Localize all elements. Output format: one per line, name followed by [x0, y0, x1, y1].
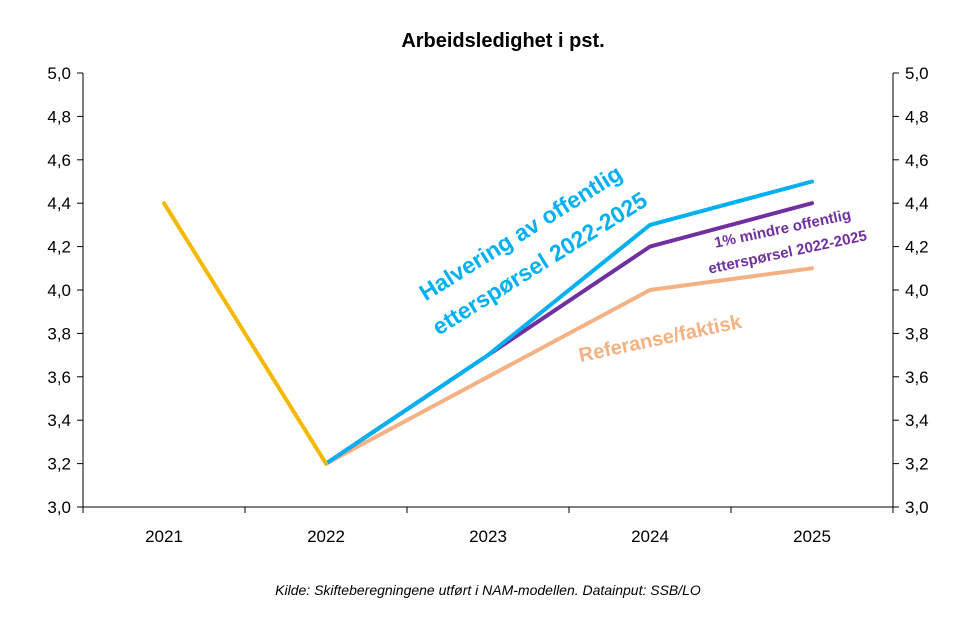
y-tick-label-left: 3,0: [47, 498, 71, 517]
y-tick-label-right: 3,4: [905, 411, 929, 430]
y-tick-label-right: 4,8: [905, 107, 929, 126]
x-tick-label: 2025: [793, 527, 831, 546]
axes: 3,0 3,0 3,2 3,2 3,4 3,4 3,6 3,6 3,8 3,8 4,0 4,0 4,2 4…: [47, 64, 928, 546]
y-tick-label-left: 4,2: [47, 238, 71, 257]
y-tick-label-left: 4,6: [47, 151, 71, 170]
y-tick-label-right: 3,8: [905, 324, 929, 343]
y-tick-label-right: 4,4: [905, 194, 929, 213]
y-tick-label-left: 4,0: [47, 281, 71, 300]
y-tick-label-left: 3,8: [47, 324, 71, 343]
x-tick-label: 2024: [631, 527, 669, 546]
y-tick-label-right: 4,6: [905, 151, 929, 170]
y-tick-label-right: 3,2: [905, 455, 929, 474]
series-line-3: [162, 201, 328, 466]
y-tick-label-right: 5,0: [905, 64, 929, 83]
x-tick-label: 2023: [469, 527, 507, 546]
source-note: Kilde: Skifteberegningene utført i NAM-m…: [275, 582, 701, 598]
y-tick-label-left: 4,4: [47, 194, 71, 213]
series-line-2: [324, 179, 814, 466]
series-lines: [162, 179, 814, 466]
x-tick-label: 2022: [307, 527, 345, 546]
y-tick-label-left: 3,6: [47, 368, 71, 387]
y-tick-label-left: 4,8: [47, 107, 71, 126]
y-tick-label-right: 4,0: [905, 281, 929, 300]
annotation-line: Referanse/faktisk: [577, 311, 744, 367]
y-tick-label-right: 3,0: [905, 498, 929, 517]
y-tick-label-left: 3,4: [47, 411, 71, 430]
y-tick-label-left: 5,0: [47, 64, 71, 83]
y-tick-label-left: 3,2: [47, 455, 71, 474]
series-line-0: [324, 266, 814, 466]
y-tick-label-right: 4,2: [905, 238, 929, 257]
chart-title: Arbeidsledighet i pst.: [401, 30, 604, 52]
x-tick-label: 2021: [145, 527, 183, 546]
annotation-2: Referanse/faktisk: [577, 311, 744, 367]
y-tick-label-right: 3,6: [905, 368, 929, 387]
